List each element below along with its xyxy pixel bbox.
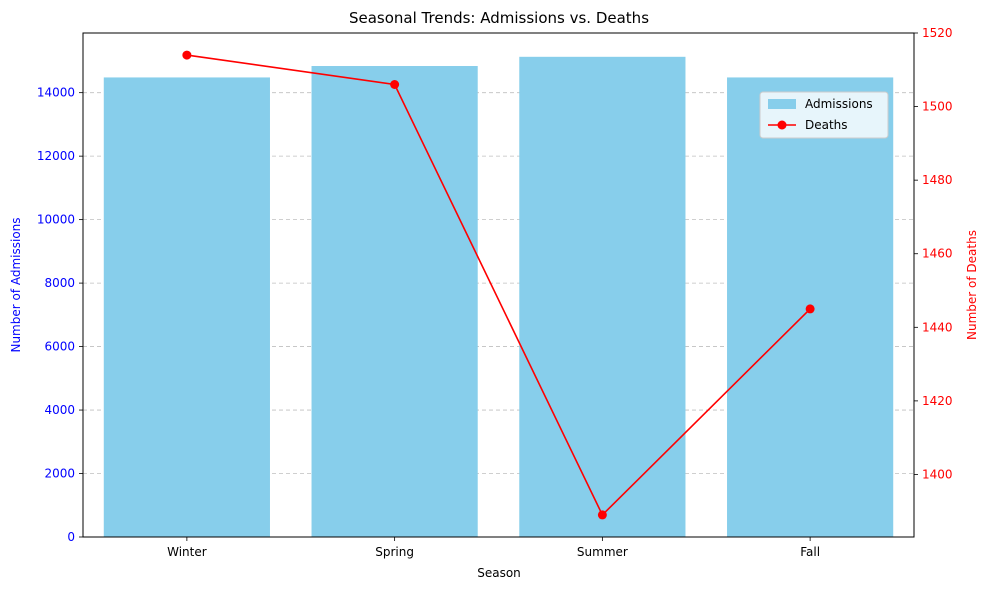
deaths-line-group <box>182 50 815 520</box>
chart-title: Seasonal Trends: Admissions vs. Deaths <box>349 9 649 27</box>
x-tick-label: Spring <box>375 545 414 559</box>
right-axis-label: Number of Deaths <box>965 230 979 340</box>
x-axis-label: Season <box>477 566 521 580</box>
legend-admissions-swatch <box>768 99 796 109</box>
left-tick-label: 14000 <box>37 86 75 100</box>
legend-deaths-label: Deaths <box>805 118 848 132</box>
deaths-marker <box>182 50 192 60</box>
legend-deaths-marker <box>777 120 787 130</box>
right-tick-label: 1480 <box>922 173 953 187</box>
left-tick-label: 2000 <box>44 467 75 481</box>
admissions-bar <box>311 66 478 537</box>
legend: Admissions Deaths <box>759 91 889 139</box>
x-tick-label: Winter <box>167 545 207 559</box>
right-axis-ticks: 1400 1420 1440 1460 1480 1500 1520 <box>914 26 953 481</box>
deaths-marker <box>597 510 607 520</box>
admissions-bar <box>519 56 686 537</box>
left-tick-label: 10000 <box>37 213 75 227</box>
right-tick-label: 1460 <box>922 247 953 261</box>
axes-frame <box>82 32 915 538</box>
left-axis-label: Number of Admissions <box>9 217 23 352</box>
admissions-bar <box>103 77 270 537</box>
left-tick-label: 6000 <box>44 340 75 354</box>
right-tick-label: 1500 <box>922 100 953 114</box>
plot-frame <box>82 32 915 538</box>
left-tick-label: 0 <box>67 530 75 544</box>
x-tick-label: Summer <box>577 545 628 559</box>
right-tick-label: 1400 <box>922 467 953 481</box>
bars-group <box>103 56 894 537</box>
left-tick-label: 12000 <box>37 149 75 163</box>
deaths-line <box>186 54 811 517</box>
deaths-marker <box>805 304 815 314</box>
right-tick-label: 1520 <box>922 26 953 40</box>
x-tick-label: Fall <box>800 545 820 559</box>
deaths-marker <box>390 80 400 90</box>
left-tick-label: 4000 <box>44 403 75 417</box>
right-tick-label: 1420 <box>922 394 953 408</box>
left-axis-ticks: 0 2000 4000 6000 8000 10000 12000 14000 <box>37 86 83 544</box>
x-axis-ticks: Winter Spring Summer Fall <box>167 537 820 559</box>
left-tick-label: 8000 <box>44 276 75 290</box>
legend-admissions-label: Admissions <box>805 97 873 111</box>
right-tick-label: 1440 <box>922 320 953 334</box>
